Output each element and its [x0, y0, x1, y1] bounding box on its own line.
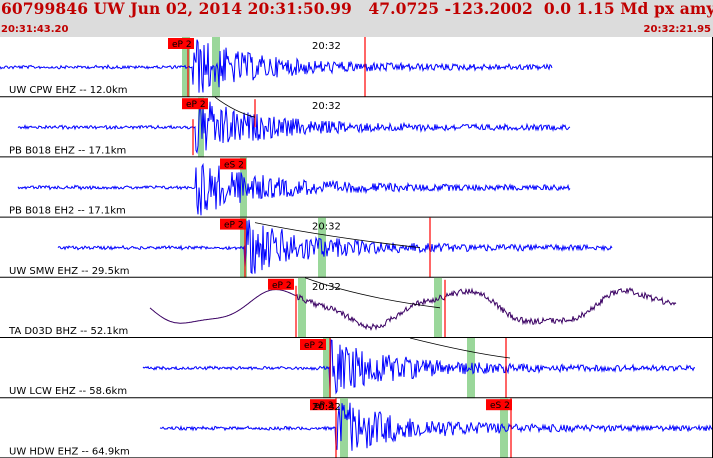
- pick-label-box[interactable]: [300, 339, 326, 350]
- time-tick-label: 20:32: [312, 101, 341, 112]
- station-label: UW SMW EHZ -- 29.5km: [9, 266, 130, 277]
- time-tick-label: 20:32: [312, 41, 341, 52]
- pick-label-box[interactable]: [486, 399, 512, 411]
- window-start-time: 20:31:43.20: [1, 24, 69, 35]
- pick-label-box[interactable]: [310, 399, 336, 411]
- pick-label: eP 2: [304, 341, 324, 351]
- pick-window: [323, 338, 331, 399]
- pick-label: eP 2: [272, 281, 292, 291]
- station-label: UW CPW EHZ -- 12.0km: [9, 85, 128, 96]
- trace-row[interactable]: eP 2 20:32 UW SMW EHZ -- 29.5km: [0, 217, 713, 278]
- travel-time-curve: [254, 222, 421, 248]
- time-tick-label: 20:32: [312, 402, 341, 413]
- time-tick-label: 20:32: [312, 282, 341, 293]
- event-header: 60799846 UW Jun 02, 2014 20:31:50.99 47.…: [0, 0, 713, 37]
- waveform: [142, 339, 695, 395]
- waveform: [17, 162, 571, 216]
- waveform: [57, 219, 613, 275]
- pick-label: eP 2: [314, 401, 334, 411]
- window-end-time: 20:32:21.95: [643, 24, 711, 35]
- trace-row[interactable]: eP 2 UW LCW EHZ -- 58.6km: [0, 337, 713, 399]
- pick-label-box[interactable]: [168, 38, 194, 49]
- station-label: UW HDW EHZ -- 64.9km: [9, 446, 130, 457]
- trace-row[interactable]: eP 2 20:32 TA D03D BHZ -- 52.1km: [0, 277, 713, 338]
- pick-label-box[interactable]: [268, 278, 294, 290]
- event-title: 60799846 UW Jun 02, 2014 20:31:50.99 47.…: [1, 0, 713, 18]
- trace-row[interactable]: eP 2 eS 2 20:32 UW HDW EHZ -- 64.9km: [0, 398, 713, 458]
- pick-label-box[interactable]: [220, 218, 246, 230]
- waveform: [0, 39, 553, 93]
- station-label: TA D03D BHZ -- 52.1km: [8, 326, 128, 337]
- trace-row[interactable]: eP 2 20:32 PB B018 EHZ -- 17.1km: [0, 96, 713, 158]
- station-label: PB B018 EHZ -- 17.1km: [9, 145, 126, 156]
- pick-label: eP 2: [186, 100, 206, 110]
- pick-label: eP 2: [172, 40, 192, 50]
- pick-label: eP 2: [224, 221, 244, 231]
- station-label: UW LCW EHZ -- 58.6km: [9, 386, 127, 397]
- travel-time-curve: [409, 337, 511, 359]
- pick-window: [198, 97, 204, 158]
- waveform: [159, 402, 713, 451]
- station-label: PB B018 EH2 -- 17.1km: [9, 206, 126, 217]
- trace-row[interactable]: eS 2 PB B018 EH2 -- 17.1km: [0, 157, 713, 218]
- waveform: [17, 99, 571, 154]
- pick-label-box[interactable]: [220, 158, 246, 170]
- travel-time-curve: [304, 277, 441, 309]
- pick-window: [340, 398, 348, 458]
- pick-window: [298, 277, 306, 338]
- travel-time-curve: [214, 96, 256, 118]
- pick-label: eS 2: [490, 401, 510, 411]
- waveform: [149, 287, 677, 332]
- trace-row[interactable]: eP 2 20:32 UW CPW EHZ -- 12.0km: [0, 37, 713, 98]
- pick-label-box[interactable]: [182, 98, 208, 110]
- pick-label: eS 2: [224, 160, 244, 170]
- time-tick-label: 20:32: [312, 222, 341, 233]
